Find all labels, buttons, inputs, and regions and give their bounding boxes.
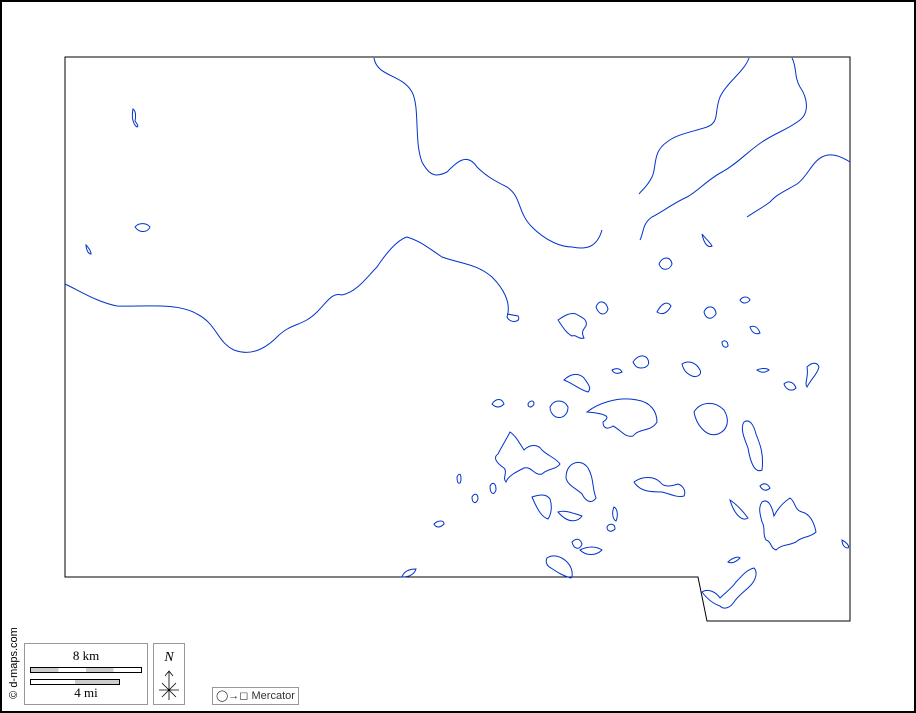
lake xyxy=(585,398,658,437)
lake xyxy=(721,340,729,348)
projection-badge: ◯→◻ Mercator xyxy=(212,687,299,705)
lake xyxy=(527,400,535,408)
river xyxy=(373,57,603,249)
river xyxy=(64,236,520,353)
projection-label: Mercator xyxy=(251,690,295,702)
lake xyxy=(565,461,597,502)
lake xyxy=(563,373,591,393)
lake xyxy=(579,546,603,555)
north-arrow: N xyxy=(153,643,185,705)
copyright-text: © d-maps.com xyxy=(8,627,20,699)
lake xyxy=(741,420,763,472)
lake xyxy=(703,306,717,319)
lake xyxy=(701,233,713,247)
compass-icon xyxy=(159,670,179,700)
scale-imperial-label: 4 mi xyxy=(74,685,98,700)
lake xyxy=(611,368,623,374)
north-label: N xyxy=(164,650,174,665)
lake xyxy=(759,483,771,491)
lakes xyxy=(85,108,849,609)
lake xyxy=(531,494,552,520)
lake xyxy=(612,506,618,522)
lake xyxy=(85,243,92,255)
river xyxy=(746,154,851,218)
lake xyxy=(749,325,761,335)
lake xyxy=(783,381,797,391)
lake xyxy=(545,555,573,579)
lake xyxy=(557,510,583,522)
lake xyxy=(739,296,751,304)
lake xyxy=(433,520,445,528)
lake xyxy=(557,313,587,339)
region-boundary xyxy=(64,56,851,622)
river xyxy=(639,57,807,241)
circle-to-square-icon: ◯→◻ xyxy=(216,690,249,702)
lake xyxy=(549,400,569,418)
lake xyxy=(756,368,770,373)
lake xyxy=(489,482,497,494)
lake xyxy=(491,399,505,408)
scale-bar: 8 km 4 mi xyxy=(24,643,148,705)
lake xyxy=(456,473,462,484)
lake xyxy=(729,498,749,520)
scale-metric-bar xyxy=(30,667,142,673)
lake xyxy=(134,223,151,232)
lake xyxy=(693,403,728,436)
lake xyxy=(681,361,701,377)
river xyxy=(638,57,750,195)
scale-imperial-bar xyxy=(30,679,120,685)
lake xyxy=(571,538,583,549)
lake xyxy=(656,302,672,315)
lake xyxy=(606,523,616,532)
lake xyxy=(595,301,609,315)
lake xyxy=(495,431,561,483)
lake xyxy=(471,493,479,504)
lake xyxy=(701,567,757,609)
lake xyxy=(759,497,817,551)
lake xyxy=(131,108,139,128)
lake xyxy=(841,539,849,549)
lake xyxy=(632,355,650,369)
lake xyxy=(727,556,741,564)
lake xyxy=(633,477,686,497)
lake xyxy=(401,568,417,578)
lake xyxy=(658,257,673,270)
scale-metric-label: 8 km xyxy=(72,648,100,663)
lake xyxy=(805,362,820,388)
